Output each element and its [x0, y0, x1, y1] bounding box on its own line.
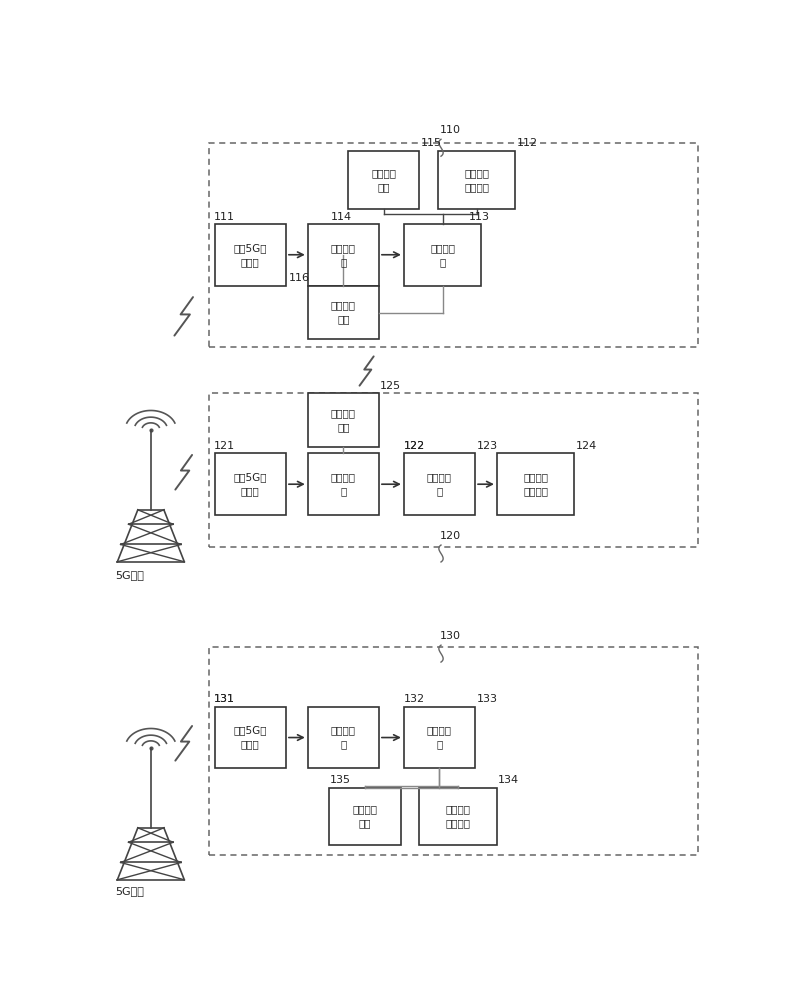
Text: 第一路由
器: 第一路由 器	[331, 243, 356, 267]
Text: 121: 121	[214, 441, 234, 451]
Text: 125: 125	[380, 381, 402, 391]
Text: 第一视频
采集组件: 第一视频 采集组件	[464, 168, 489, 192]
Text: 第三5G通
信组件: 第三5G通 信组件	[234, 726, 267, 750]
Text: 第二无线
基站: 第二无线 基站	[331, 408, 356, 432]
Text: 第二交换
机: 第二交换 机	[427, 726, 452, 750]
Bar	[209, 393, 698, 547]
Text: 111: 111	[214, 212, 234, 222]
Text: 114: 114	[331, 212, 352, 222]
Text: 112: 112	[517, 138, 538, 148]
Text: 110: 110	[440, 125, 461, 135]
Text: 115: 115	[421, 138, 442, 148]
Bar	[419, 788, 497, 845]
Text: 第一5G通
信组件: 第一5G通 信组件	[234, 243, 267, 267]
Bar	[404, 707, 475, 768]
Text: 116: 116	[289, 273, 310, 283]
Text: 5G基站: 5G基站	[114, 886, 143, 896]
Bar	[214, 224, 286, 286]
Bar	[308, 286, 379, 339]
Bar	[438, 151, 515, 209]
Text: 操作控制
组件: 操作控制 组件	[353, 804, 378, 828]
Text: 第一无线
基站: 第一无线 基站	[331, 300, 356, 324]
Text: 135: 135	[330, 775, 350, 785]
Bar	[348, 151, 419, 209]
Bar	[214, 453, 286, 515]
Bar	[214, 707, 286, 768]
Text: 第一视频
处理组件: 第一视频 处理组件	[446, 804, 470, 828]
Text: 133: 133	[476, 694, 498, 704]
Text: 124: 124	[575, 441, 597, 451]
Bar	[209, 143, 698, 347]
Text: 车载执行
组件: 车载执行 组件	[371, 168, 396, 192]
Text: 第二路由
器: 第二路由 器	[331, 472, 356, 496]
Text: 第丂5G通
信组件: 第丂5G通 信组件	[234, 472, 267, 496]
Text: 第三路由
器: 第三路由 器	[331, 726, 356, 750]
Text: 134: 134	[498, 775, 519, 785]
Bar	[308, 393, 379, 447]
Text: 122: 122	[404, 441, 425, 451]
Text: 131: 131	[214, 694, 234, 704]
Text: 数据汇集
器: 数据汇集 器	[430, 243, 455, 267]
Bar	[209, 647, 698, 855]
Bar	[497, 453, 574, 515]
Text: 第二视频
采集组件: 第二视频 采集组件	[523, 472, 548, 496]
Text: 5G基站: 5G基站	[114, 570, 143, 580]
Text: 第一交换
机: 第一交换 机	[427, 472, 452, 496]
Text: 122: 122	[404, 441, 425, 451]
Bar	[308, 453, 379, 515]
Text: 131: 131	[214, 694, 234, 704]
Bar	[308, 224, 379, 286]
Bar	[330, 788, 401, 845]
Text: 130: 130	[440, 631, 461, 641]
Text: 113: 113	[469, 212, 490, 222]
Text: 123: 123	[476, 441, 498, 451]
Bar	[308, 707, 379, 768]
Bar	[404, 453, 475, 515]
Bar	[404, 224, 482, 286]
Text: 132: 132	[404, 694, 425, 704]
Text: 120: 120	[440, 531, 461, 541]
